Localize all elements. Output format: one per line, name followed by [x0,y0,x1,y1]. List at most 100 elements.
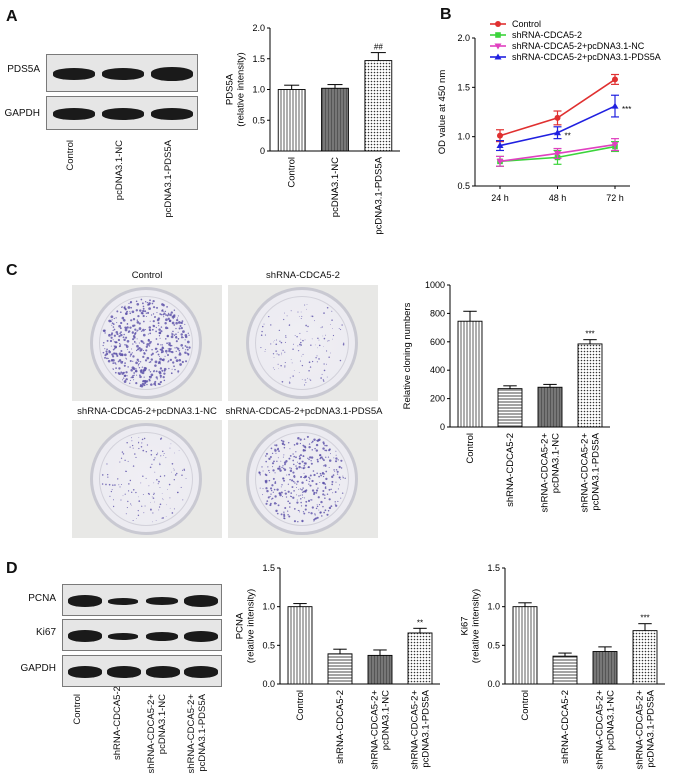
colony-dot [288,324,291,326]
colony-dot [320,500,323,504]
colony-dot [181,320,184,322]
colony-dot [271,484,274,487]
colony-dot [143,352,146,354]
colony-dot [292,471,295,474]
colony-dot [264,334,267,336]
colony-dot [147,304,149,306]
colony-dot [141,312,144,315]
colony-dot [306,304,308,305]
colony-dot [121,306,123,308]
data-point [497,132,503,139]
colony-dot [315,482,318,486]
colony-dot [145,312,148,314]
colony-dot [282,443,284,445]
colony-dot [129,312,132,315]
colony-dot [325,470,328,473]
colony-dot [154,457,156,459]
colony-dot [115,367,117,369]
colony-dot [325,477,328,481]
colony-dot [142,380,144,383]
colony-dot [133,374,135,376]
colony-dot [140,482,142,484]
colony-dot [285,335,287,337]
colony-dot [268,457,271,460]
data-point [554,114,561,121]
colony-dot [301,481,304,484]
colony-dot [312,470,315,472]
colony-dot [321,515,323,517]
colony-dot [331,480,334,483]
colony-dot [337,459,339,461]
colony-dot [125,378,128,381]
colony-dot [280,491,283,494]
colony-dot [115,317,117,319]
x-tick-label: 72 h [606,193,624,203]
colony-dot [283,511,285,513]
colony-dot [148,485,150,487]
colony-dot [127,366,129,368]
colony-dot [107,476,109,478]
colony-dot [310,499,312,501]
x-tick-label: shRNA-CDCA5-2+pcDNA3.1-PDS5A [580,432,602,512]
colony-dot [300,498,302,500]
significance-label: *** [622,105,631,114]
x-tick-label: shRNA-CDCA5-2+pcDNA3.1-PDS5A [635,689,657,769]
colony-dot [133,332,137,336]
colony-dot [165,338,167,340]
colony-dot [152,324,156,328]
colony-dot [140,369,143,371]
lane-label-pcdna-nc: pcDNA3.1-NC [114,140,125,201]
colony-dot [310,456,314,459]
colony-dot [154,471,156,473]
colony-dot [166,342,168,345]
colony-dot [161,517,163,519]
colony-dot [284,365,286,367]
colony-dot [278,492,281,495]
colony-dot [154,501,156,503]
colony-dot [314,320,316,322]
colony-dot [270,493,272,495]
colony-dot [120,343,122,345]
colony-dot [143,512,145,514]
colony-dot [177,370,180,373]
colony-dot [110,358,114,362]
colony-dot [131,491,133,493]
colony-dot [124,459,126,461]
colony-dot [117,338,121,342]
legend-label: shRNA-CDCA5-2+pcDNA3.1-PDS5A [512,52,661,62]
colony-dot [152,512,154,514]
colony-dot [123,333,125,336]
colony-dot [162,498,164,500]
colony-dot [340,478,342,480]
colony-dot [141,349,143,351]
colony-dot [332,338,334,340]
bar [327,653,353,685]
y-tick-label: 1.5 [457,82,470,92]
colony-dot [263,323,265,325]
colony-dot [160,344,162,346]
colony-dot [320,327,322,329]
colony-dot [108,483,111,486]
colony-dot [289,454,292,457]
culture-dish [90,423,202,535]
colony-dot [102,341,105,344]
colony-dot [106,348,108,351]
colony-dot [186,340,190,344]
colony-dot [274,495,277,498]
colony-dot [169,313,172,317]
colony-dot [293,490,295,492]
colony-dot [289,506,291,508]
colony-dot [299,360,302,362]
colony-dot [155,330,157,333]
x-tick-label: shRNA-CDCA5-2 [560,690,571,764]
bar [364,60,393,152]
colony-dot [184,333,188,337]
colony-dot [149,371,152,373]
colony-dot [120,484,122,485]
colony-dot [104,348,106,350]
colony-dot [261,330,263,333]
colony-dot [153,369,155,371]
colony-dot [331,319,333,321]
colony-dot [120,353,124,356]
colony-dot [283,468,287,471]
